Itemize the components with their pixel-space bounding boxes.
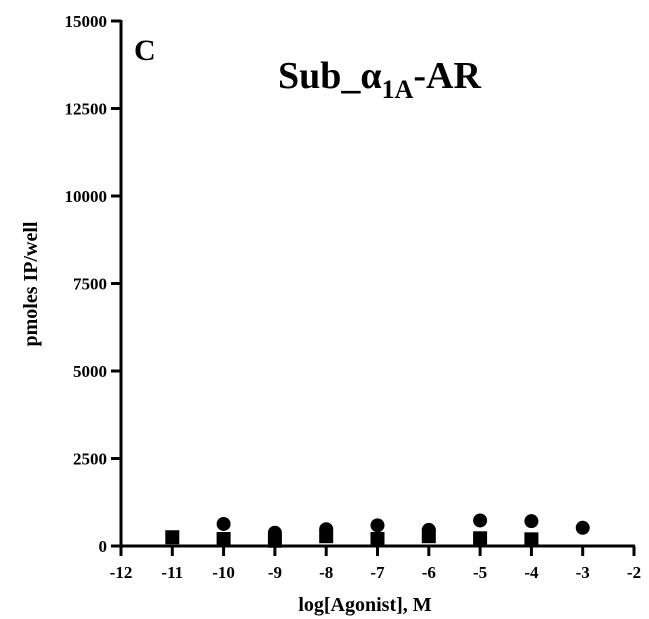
square-point: [370, 532, 385, 546]
chart-title-greek: α: [360, 55, 381, 97]
x-tick-label: -10: [212, 563, 235, 582]
x-tick-label: -8: [319, 563, 333, 582]
square-point: [216, 532, 231, 546]
chart-title-subscript: 1A: [382, 75, 414, 104]
chart-title: Sub_α1A-AR: [278, 55, 482, 104]
x-tick-label: -4: [524, 563, 539, 582]
circle-point: [370, 518, 385, 533]
y-tick-label: 7500: [73, 275, 107, 294]
x-tick-label: -9: [268, 563, 282, 582]
x-tick-label: -12: [110, 563, 133, 582]
square-point: [319, 529, 334, 544]
x-tick-label: -6: [422, 563, 436, 582]
square-point: [421, 529, 436, 544]
x-tick-label: -3: [576, 563, 590, 582]
axes: [119, 20, 635, 548]
x-tick-label: -5: [473, 563, 487, 582]
x-tick-label: -7: [370, 563, 385, 582]
y-tick-label: 15000: [65, 12, 108, 31]
square-point: [267, 533, 282, 548]
square-point: [524, 532, 539, 547]
circle-point: [575, 520, 590, 535]
chart-title-prefix: Sub_: [278, 55, 361, 97]
circle-point: [216, 516, 231, 531]
circle-point: [473, 513, 488, 528]
x-tick-label: -2: [627, 563, 641, 582]
y-tick-label: 2500: [73, 450, 107, 469]
y-axis-label: pmoles IP/well: [20, 221, 42, 346]
x-tick-label: -11: [161, 563, 183, 582]
square-point: [473, 531, 488, 546]
chart-title-suffix: -AR: [413, 55, 481, 97]
panel-label: C: [134, 34, 156, 67]
ticks: -12 -11 -10 -9 -8 -7 -6 -5 -4 -3 -2 0 2500 5000 7500 10…: [65, 12, 642, 582]
x-axis-label: log[Agonist], M: [298, 594, 431, 616]
y-tick-label: 12500: [65, 100, 108, 119]
y-tick-label: 0: [99, 537, 108, 556]
y-tick-label: 10000: [65, 187, 108, 206]
data-points: [165, 513, 590, 548]
y-tick-label: 5000: [73, 362, 107, 381]
square-point: [165, 530, 180, 545]
circle-point: [524, 514, 539, 529]
